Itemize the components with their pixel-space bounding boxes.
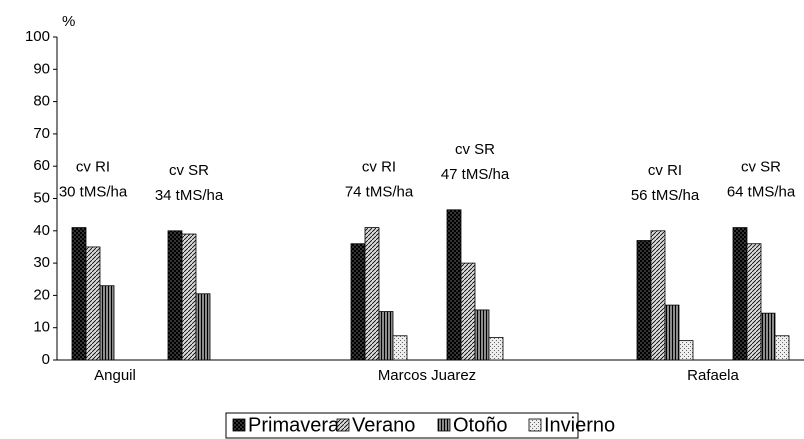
category-label: cv SR [169,162,209,179]
legend-text: Invierno [544,414,615,436]
bar [774,335,790,361]
category-note: 56 tMS/ha [631,187,700,204]
bar [181,233,197,361]
category-note: 74 tMS/ha [345,184,414,201]
bar [99,285,115,361]
group-label: Marcos Juarez [378,367,476,384]
category-note: 64 tMS/ha [727,184,796,201]
category-label: cv RI [362,159,396,176]
legend-swatch [528,418,542,432]
bar [488,336,504,361]
category-label: cv RI [648,162,682,179]
bar [732,227,748,361]
category-note: 30 tMS/ha [59,184,128,201]
bar [746,243,762,361]
y-tick-label: 50 [33,189,50,206]
bar [195,293,211,361]
group-label: Rafaela [687,367,739,384]
legend-text: Otoño [453,414,507,436]
category-label: cv SR [741,159,781,176]
bar [460,262,476,361]
bar [664,304,680,361]
y-tick-label: 10 [33,319,50,336]
bar [167,230,183,361]
y-tick-label: 20 [33,286,50,303]
bar [678,340,694,361]
y-tick-label: 100 [25,28,50,45]
y-tick-label: 60 [33,157,50,174]
bar [650,230,666,361]
bar [364,227,380,361]
y-tick-label: 30 [33,254,50,271]
bar [636,240,652,361]
y-tick-label: 0 [42,351,50,368]
bar [392,335,408,361]
legend-swatch [232,418,246,432]
legend-text: Verano [352,414,415,436]
bar [85,246,101,361]
category-note: 34 tMS/ha [155,187,224,204]
bar [350,243,366,361]
bar [760,312,776,361]
y-tick-label: 80 [33,93,50,110]
y-tick-label: 40 [33,222,50,239]
legend-text: Primavera [248,414,340,436]
y-tick-label: 70 [33,125,50,142]
legend-swatch [336,418,350,432]
group-label: Anguil [94,367,136,384]
legend-box [225,412,579,439]
category-note: 47 tMS/ha [441,166,510,183]
legend-swatch [437,418,451,432]
y-axis-label: % [62,13,75,30]
category-label: cv RI [76,159,110,176]
y-tick-label: 90 [33,60,50,77]
bar [474,309,490,361]
bar [446,209,462,361]
bar [71,227,87,361]
category-label: cv SR [455,141,495,158]
bar [378,311,394,361]
